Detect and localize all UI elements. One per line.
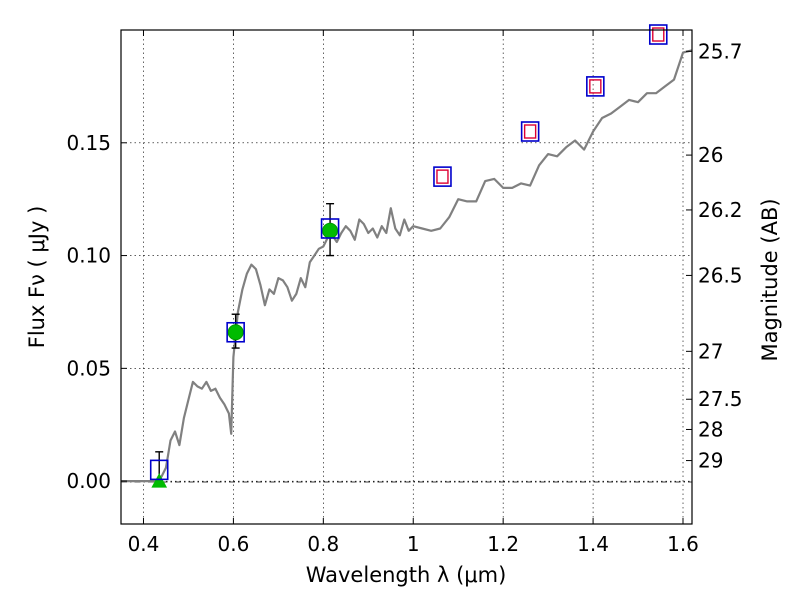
blue-square-marker — [433, 166, 452, 187]
y-axis-label: Flux Fν ( μJy ) — [25, 206, 49, 349]
red-square-marker — [523, 124, 537, 139]
green-triangle-marker — [151, 473, 168, 488]
red-square-marker — [436, 169, 449, 184]
green-circle-marker — [322, 222, 339, 239]
right-tick-label: 27.5 — [698, 387, 743, 411]
right-tick-label: 26.2 — [698, 198, 743, 222]
x-tick-label: 1.2 — [487, 532, 519, 556]
spectrum-line — [121, 49, 693, 483]
blue-square-marker — [149, 459, 169, 481]
right-axis-label: Magnitude (AB) — [758, 198, 782, 361]
x-tick-label: 0.8 — [307, 532, 339, 556]
blue-square-marker — [226, 321, 245, 343]
series-layer — [121, 49, 693, 483]
right-tick-label: 27 — [698, 339, 723, 363]
x-tick-label: 1 — [407, 532, 420, 556]
grid-lines — [121, 30, 692, 524]
x-tick-label: 0.6 — [217, 532, 249, 556]
x-tick-label: 1.6 — [667, 532, 699, 556]
marker-layer — [149, 24, 668, 488]
green-circle-marker — [227, 324, 244, 341]
right-tick-label: 29 — [698, 449, 723, 473]
right-tick-label: 26.5 — [698, 263, 743, 287]
right-tick-label: 26 — [698, 143, 723, 167]
blue-square-marker — [520, 121, 540, 142]
blue-square-marker — [586, 76, 605, 97]
x-tick-label: 1.4 — [577, 532, 609, 556]
x-axis-label: Wavelength λ (μm) — [306, 563, 507, 587]
blue-square-marker — [320, 218, 340, 239]
plot-frame — [120, 29, 693, 525]
right-tick-label: 28 — [698, 417, 723, 441]
y-tick-label: 0.15 — [66, 131, 111, 155]
y-tick-label: 0.05 — [66, 356, 111, 380]
red-square-marker — [652, 27, 665, 42]
right-tick-label: 25.7 — [698, 39, 743, 63]
red-square-marker — [589, 79, 602, 94]
tick-layer: 0.4 0.6 0.8 1 1.2 1.4 1.6 0.00 0.05 0.10 0.15 25.7 2… — [66, 30, 743, 556]
y-tick-label: 0.10 — [66, 244, 111, 268]
blue-square-marker — [648, 24, 668, 45]
x-tick-label: 0.4 — [128, 532, 160, 556]
y-tick-label: 0.00 — [66, 469, 111, 493]
